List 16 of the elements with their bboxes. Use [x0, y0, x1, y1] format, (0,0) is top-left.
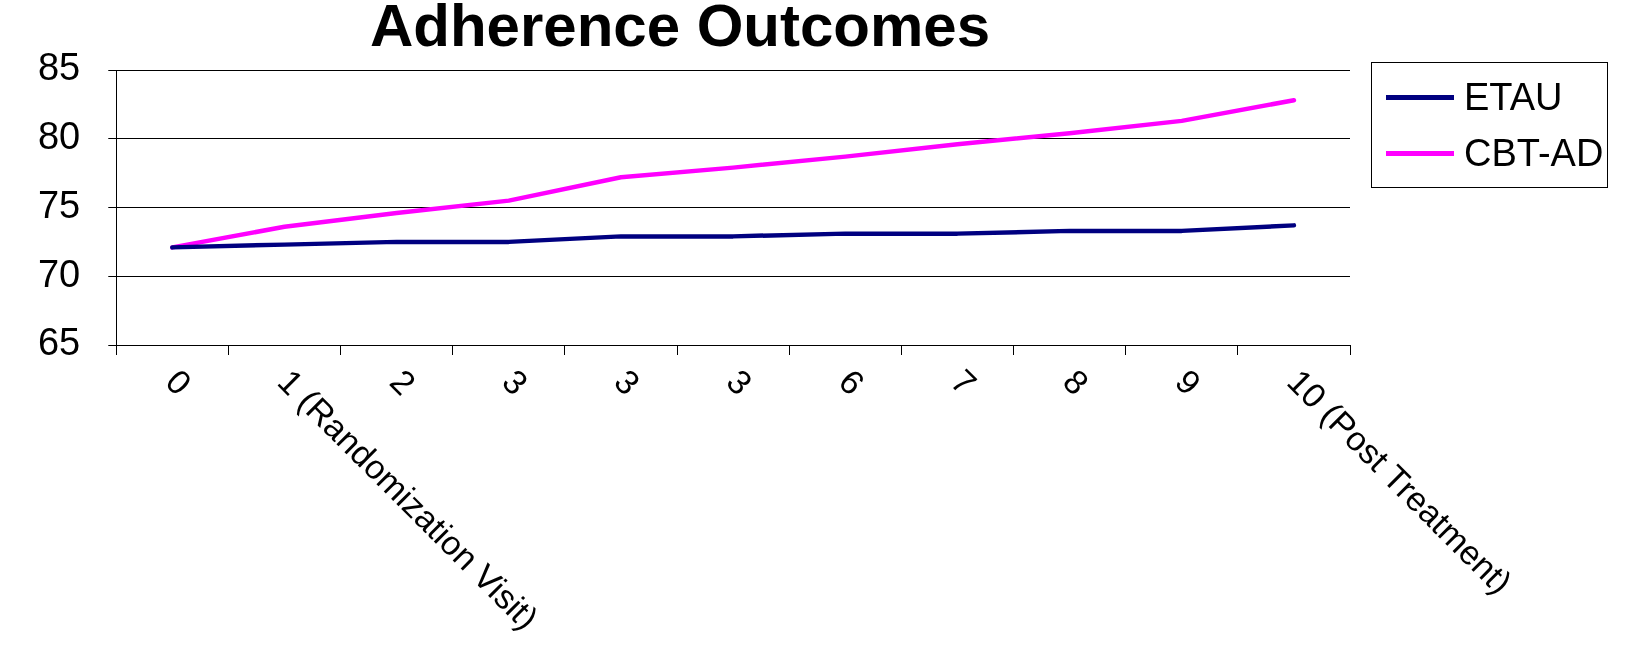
- y-tick-label: 75: [37, 183, 81, 226]
- x-tick-label: 6: [831, 361, 872, 402]
- y-tick-label: 65: [37, 321, 81, 364]
- chart-title: Adherence Outcomes: [369, 0, 991, 59]
- x-tick-label: 3: [607, 361, 648, 402]
- x-tick-label: 9: [1168, 361, 1209, 402]
- y-tick-label: 70: [37, 252, 81, 295]
- x-tick-label: 8: [1056, 361, 1097, 402]
- y-tick-label: 80: [37, 115, 81, 158]
- x-tick-label: 0: [158, 361, 200, 402]
- x-tick-label: 3: [495, 361, 536, 402]
- y-tick-label: 85: [37, 46, 81, 89]
- legend-label: CBT-AD: [1464, 131, 1604, 175]
- x-tick-label: 3: [719, 361, 760, 402]
- legend-label: ETAU: [1464, 75, 1563, 119]
- x-tick-label: 7: [943, 361, 985, 402]
